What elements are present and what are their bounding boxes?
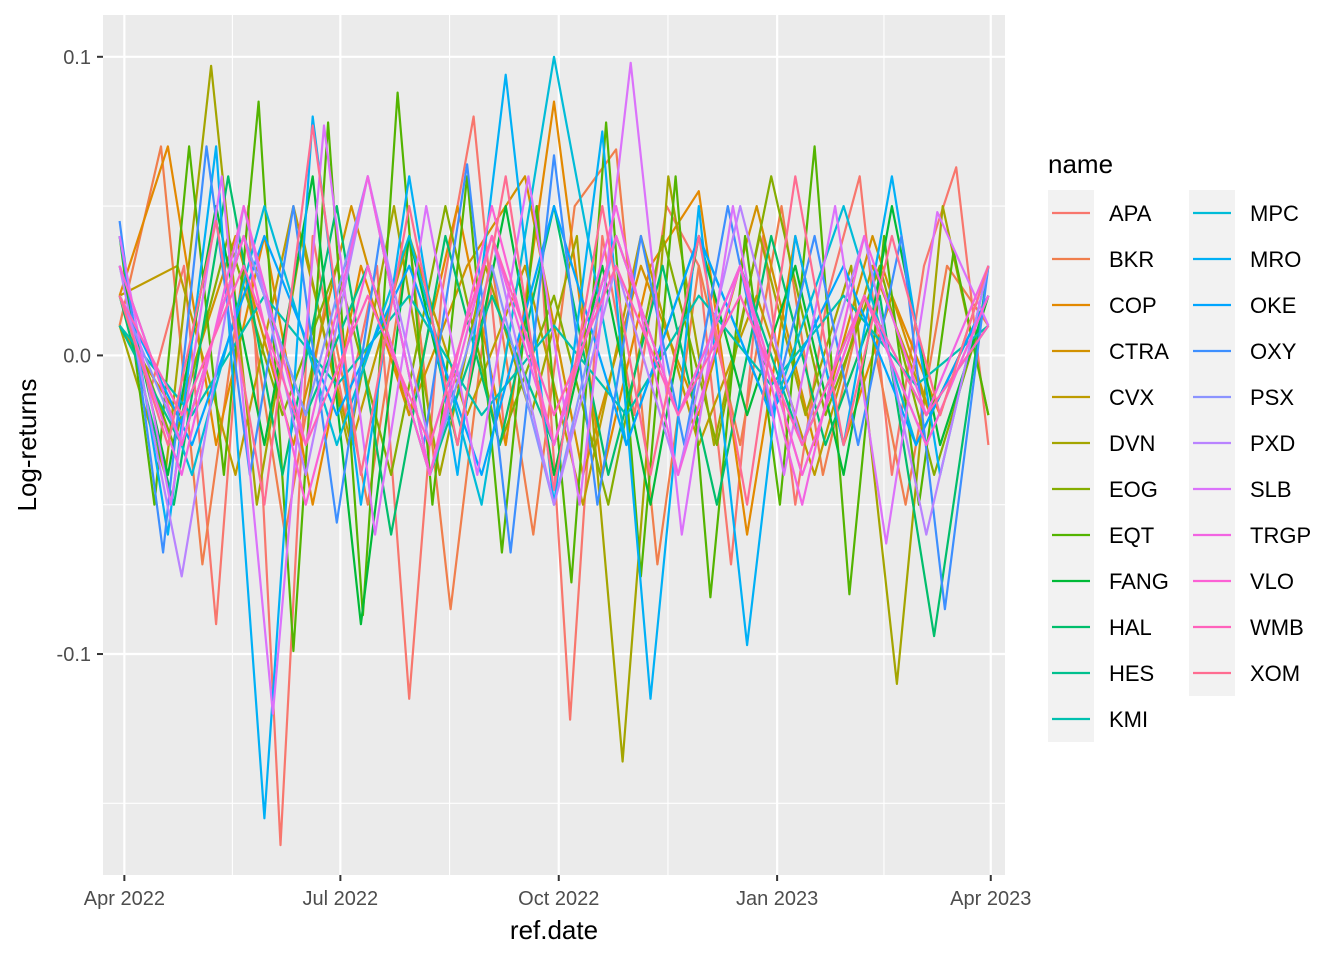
series-line-xom: [118, 124, 990, 506]
legend-label-trgp: TRGP: [1250, 523, 1311, 548]
series-lines: [118, 55, 990, 847]
series-line-bkr: [118, 145, 990, 611]
legend-label-ctra: CTRA: [1109, 339, 1169, 364]
legend-keys-bg: [1048, 190, 1094, 742]
y-tick-label: 0.1: [63, 47, 91, 69]
series-line-wmb: [118, 234, 990, 447]
legend-label-slb: SLB: [1250, 477, 1292, 502]
legend-label-cop: COP: [1109, 293, 1157, 318]
series-line-eog: [118, 175, 990, 506]
y-tick-label: -0.1: [57, 644, 91, 666]
series-line-fang: [118, 175, 990, 626]
series-line-slb: [118, 61, 990, 715]
legend-label-wmb: WMB: [1250, 615, 1304, 640]
y-axis-title: Log-returns: [12, 379, 42, 512]
legend-label-eqt: EQT: [1109, 523, 1154, 548]
x-tick-label: Jan 2023: [736, 888, 818, 910]
legend-label-oke: OKE: [1250, 293, 1296, 318]
legend-label-pxd: PXD: [1250, 431, 1295, 456]
x-tick-label: Apr 2023: [950, 888, 1031, 910]
legend: name APA BKR COP CTRA CVX DVN EOG EQT FANG HAL HES…: [1048, 149, 1311, 742]
series-line-pxd: [118, 175, 990, 578]
legend-label-kmi: KMI: [1109, 707, 1148, 732]
legend-title: name: [1048, 149, 1113, 179]
series-line-eqt: [118, 91, 990, 653]
x-tick-label: Jul 2022: [303, 888, 379, 910]
y-axis: 0.1 0.0 -0.1: [57, 47, 103, 666]
legend-label-bkr: BKR: [1109, 247, 1154, 272]
series-line-mpc: [118, 55, 990, 506]
legend-label-apa: APA: [1109, 201, 1152, 226]
legend-label-oxy: OXY: [1250, 339, 1297, 364]
legend-label-hal: HAL: [1109, 615, 1152, 640]
legend-label-psx: PSX: [1250, 385, 1294, 410]
legend-label-eog: EOG: [1109, 477, 1158, 502]
series-line-apa: [118, 115, 990, 847]
x-tick-label: Apr 2022: [84, 888, 165, 910]
legend-label-cvx: CVX: [1109, 385, 1155, 410]
legend-label-fang: FANG: [1109, 569, 1169, 594]
legend-label-vlo: VLO: [1250, 569, 1294, 594]
y-tick-label: 0.0: [63, 345, 91, 367]
series-line-oxy: [118, 145, 990, 611]
legend-label-mpc: MPC: [1250, 201, 1299, 226]
major-gridlines: [103, 15, 1005, 875]
x-axis-title: ref.date: [510, 915, 598, 945]
legend-label-dvn: DVN: [1109, 431, 1155, 456]
legend-label-mro: MRO: [1250, 247, 1301, 272]
legend-label-hes: HES: [1109, 661, 1154, 686]
x-tick-label: Oct 2022: [518, 888, 599, 910]
legend-label-xom: XOM: [1250, 661, 1300, 686]
x-axis: Apr 2022 Jul 2022 Oct 2022 Jan 2023 Apr 2023: [84, 875, 1031, 910]
